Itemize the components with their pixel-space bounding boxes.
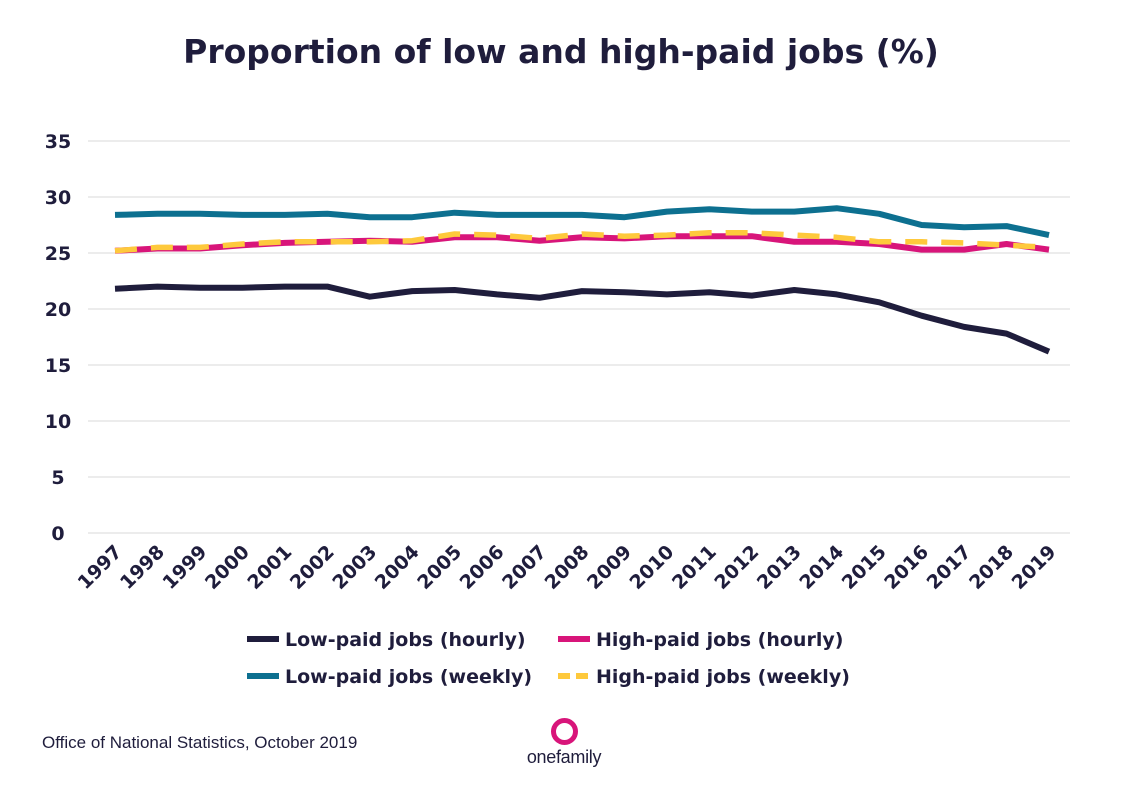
x-tick-label: 1999: [158, 541, 211, 594]
logo-ring-icon: [550, 718, 578, 745]
series-lines: [114, 205, 1051, 355]
x-axis-ticks: 1997199819992000200120022003200420052006…: [74, 541, 1061, 594]
logo-text: onefamily: [526, 747, 602, 767]
x-tick-label: 2010: [625, 541, 678, 594]
x-tick-label: 2016: [880, 541, 933, 594]
x-tick-label: 2005: [413, 541, 466, 594]
y-tick-label: 10: [45, 411, 71, 433]
y-tick-label: 20: [45, 299, 71, 321]
source-note: Office of National Statistics, October 2…: [42, 733, 358, 752]
x-tick-label: 2015: [838, 541, 891, 594]
x-tick-label: 2013: [753, 541, 806, 594]
x-tick-label: 2018: [965, 541, 1018, 594]
x-tick-label: 2012: [710, 541, 763, 594]
x-tick-label: 2004: [371, 541, 424, 594]
x-tick-label: 2009: [583, 541, 636, 594]
x-tick-label: 2017: [923, 541, 976, 594]
x-tick-label: 2001: [243, 541, 296, 594]
series-line-2: [114, 205, 1050, 239]
legend-label: High-paid jobs (hourly): [596, 629, 843, 651]
x-tick-label: 2008: [541, 541, 594, 594]
y-tick-label: 35: [45, 131, 71, 153]
legend-label: Low-paid jobs (weekly): [285, 666, 532, 688]
y-tick-label: 5: [51, 467, 64, 489]
x-tick-label: 1998: [116, 541, 169, 594]
x-tick-label: 2006: [456, 541, 509, 594]
x-tick-label: 2007: [498, 541, 551, 594]
legend-label: High-paid jobs (weekly): [596, 666, 850, 688]
y-tick-label: 15: [45, 355, 71, 377]
onefamily-logo: onefamily: [522, 718, 606, 768]
x-tick-label: 2014: [795, 541, 848, 594]
x-tick-label: 2003: [328, 541, 381, 594]
chart-title: Proportion of low and high-paid jobs (%): [183, 32, 939, 71]
series-line-0: [114, 283, 1051, 355]
legend-label: Low-paid jobs (hourly): [285, 629, 526, 651]
x-tick-label: 2002: [286, 541, 339, 594]
y-tick-label: 25: [45, 243, 71, 265]
gridlines: [88, 140, 1070, 534]
y-axis-ticks: 0 5 10 15 20 25 30 35: [45, 131, 71, 545]
x-tick-label: 2019: [1008, 541, 1061, 594]
x-tick-label: 2000: [201, 541, 254, 594]
legend: Low-paid jobs (hourly) High-paid jobs (ho…: [247, 629, 850, 688]
y-tick-label: 0: [51, 523, 64, 545]
x-tick-label: 2011: [668, 541, 721, 594]
y-tick-label: 30: [45, 187, 71, 209]
x-tick-label: 1997: [74, 541, 127, 594]
series-line-3: [114, 230, 1050, 254]
